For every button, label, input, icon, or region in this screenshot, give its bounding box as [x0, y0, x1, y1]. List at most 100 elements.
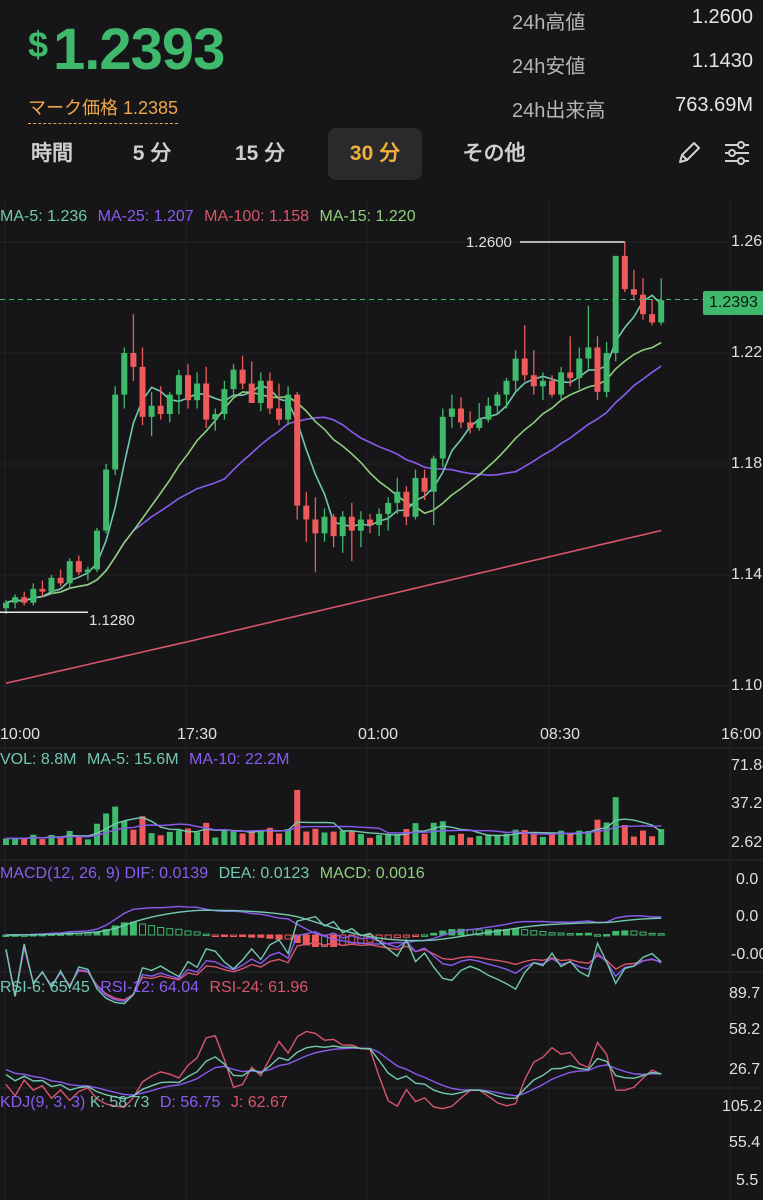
macd-bar [603, 934, 611, 937]
volume-bar [276, 833, 282, 845]
volume-bar [530, 833, 537, 845]
volume-bar [421, 833, 428, 845]
rsi-y-2: 58.2 [729, 1021, 761, 1038]
volume-bar [394, 834, 401, 845]
stat-high-label: 24h高値 [512, 12, 586, 34]
candle-body [48, 577, 55, 592]
macd-bar [284, 934, 292, 940]
volume-bar [139, 816, 146, 845]
macd-y-3: -0.00 [731, 946, 763, 963]
candle-body [603, 353, 610, 392]
volume-bar [348, 830, 355, 845]
candle-body [230, 369, 237, 390]
candle-body [530, 375, 537, 387]
volume-bar [558, 830, 565, 845]
volume-bar [12, 838, 19, 845]
candle-body [239, 369, 246, 384]
sliders-icon[interactable] [722, 138, 752, 168]
volume-bar [3, 838, 9, 845]
y-label-2: 1.22 [731, 344, 763, 361]
macd-bar [257, 934, 265, 938]
tab-5m[interactable]: 5 分 [132, 142, 172, 165]
volume-bar [485, 834, 492, 845]
candle-body [403, 491, 410, 517]
candle-body [512, 358, 519, 381]
volume-bar [458, 833, 464, 845]
candle-body [84, 569, 91, 573]
volume-bar [494, 835, 501, 845]
kdj-k-line [5, 1045, 662, 1100]
macd-title: MACD(12, 26, 9) [0, 865, 121, 882]
volume-bar [30, 834, 37, 845]
stat-low-label: 24h安値 [512, 56, 586, 78]
y-label-3: 1.18 [731, 455, 763, 472]
candle-body [448, 408, 455, 417]
macd-bar [430, 932, 438, 936]
macd-y-1: 0.0 [736, 871, 759, 888]
macd-bar [639, 931, 647, 936]
pencil-icon[interactable] [674, 138, 704, 168]
tab-30m[interactable]: 30 分 [328, 128, 422, 180]
macd-legend: MACD(12, 26, 9) DIF: 0.0139 DEA: 0.0123 … [0, 865, 425, 883]
candle-body [148, 405, 155, 417]
macd-bar [475, 929, 483, 936]
tab-15m[interactable]: 15 分 [234, 142, 286, 165]
candle-body [266, 380, 273, 409]
volume-bar [521, 830, 528, 845]
volume-bar [330, 831, 337, 845]
macd-dif-line [5, 905, 662, 945]
volume-bar [357, 834, 364, 845]
volume-bar [439, 821, 446, 845]
kdj-d: D: 56.75 [159, 1094, 221, 1111]
macd-bar [657, 933, 665, 936]
last-price: $1.2393 [28, 17, 225, 82]
volume-bar [84, 839, 91, 845]
candle-body [221, 389, 228, 415]
candle-body [394, 491, 401, 503]
volume-bar [621, 825, 628, 845]
candle-body [139, 366, 146, 417]
volume-bar [266, 827, 273, 845]
macd-bar [248, 934, 256, 938]
volume-bar [658, 829, 665, 845]
rsi-y-3: 26.7 [729, 1061, 761, 1078]
candle-body [3, 602, 9, 609]
macd-bar [648, 932, 656, 936]
tab-time[interactable]: 時間 [31, 142, 73, 165]
candle-body [166, 394, 173, 415]
macd-bar [175, 928, 183, 936]
volume-bar [130, 829, 137, 845]
volume-bar [166, 831, 173, 845]
mark-price[interactable]: マーク価格 1.2385 [28, 94, 179, 124]
last-price-tag: 1.2393 [703, 291, 763, 315]
volume-bar [630, 836, 637, 845]
candle-body [175, 375, 182, 395]
macd-bar [548, 932, 556, 936]
candle-body [539, 380, 546, 387]
volume-bar [576, 830, 583, 845]
vol-ma10: MA-10: 22.2M [188, 751, 290, 768]
candle-body [521, 358, 528, 376]
macd-bar [594, 934, 601, 937]
volume-bar [448, 835, 455, 845]
kdj-legend: KDJ(9, 3, 3) K: 58.73 D: 56.75 J: 62.67 [0, 1094, 288, 1112]
volume-bar [385, 834, 392, 845]
volume-bar [175, 830, 182, 845]
macd-dea: DEA: 0.0123 [218, 865, 310, 882]
macd-bar [139, 923, 146, 936]
candle-body [549, 380, 555, 395]
x-label-4: 08:30 [540, 726, 581, 743]
volume-bar [339, 830, 346, 845]
tab-more[interactable]: その他 [462, 142, 526, 165]
candle-body [621, 255, 628, 290]
candle-body [257, 380, 264, 403]
volume-bar [75, 835, 82, 845]
volume-bar [21, 838, 28, 845]
candle-body [130, 353, 137, 367]
volume-bar [367, 837, 373, 845]
volume-bar [376, 835, 383, 845]
macd-bar [412, 934, 419, 937]
volume-bar [39, 839, 46, 845]
y-label-4: 1.14 [731, 566, 763, 583]
